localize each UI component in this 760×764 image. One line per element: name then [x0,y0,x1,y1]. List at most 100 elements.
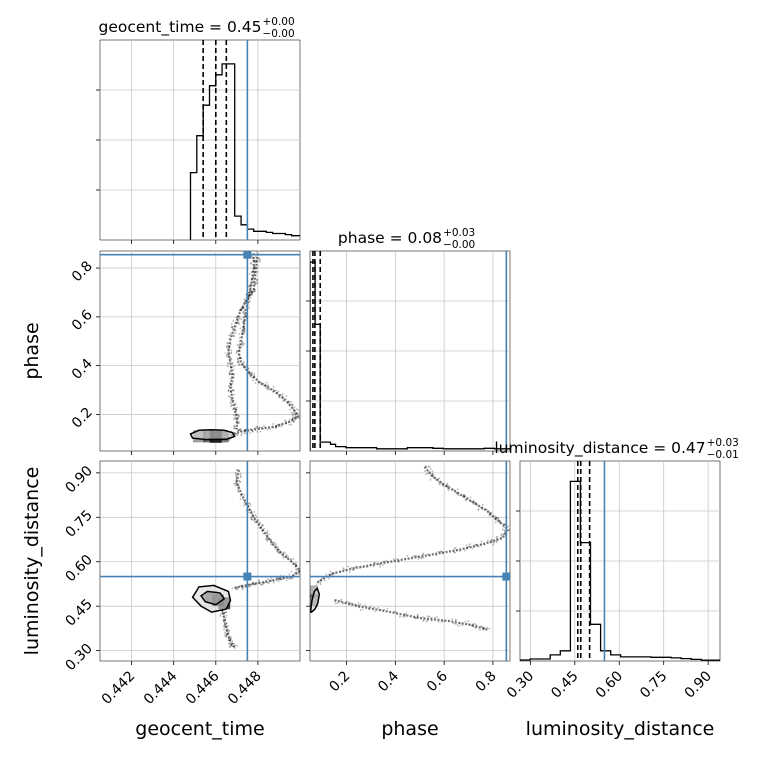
sample-point-phase-vs-luminosity-distance-0-4-11 [477,509,480,511]
sample-point-geocent-time-vs-phase-0-11-1 [266,381,268,384]
sample-point-geocent-time-vs-luminosity-distance-0-1-3 [234,484,237,487]
sample-point-geocent-time-vs-phase-0-16-2 [284,419,286,422]
sample-point-geocent-time-vs-luminosity-distance-0-1-9 [238,480,241,483]
sample-point-geocent-time-vs-phase-1-5-11 [231,326,233,329]
sample-point-geocent-time-vs-phase-0-4-8 [249,300,251,302]
sample-point-geocent-time-vs-luminosity-distance-0-7-11 [277,550,279,553]
sample-point-geocent-time-vs-luminosity-distance-0-13-6 [250,583,252,586]
sample-point-geocent-time-vs-phase-0-14-13 [290,411,293,414]
sample-point-geocent-time-vs-phase-0-17-9 [263,425,265,428]
sample-point-geocent-time-vs-phase-0-7-3 [236,349,239,352]
sample-point-geocent-time-vs-luminosity-distance-1-0-5 [225,611,227,614]
sample-point-geocent-time-vs-luminosity-distance-0-4-5 [257,519,260,521]
sample-point-geocent-time-vs-phase-0-1-6 [252,279,255,282]
sample-point-phase-vs-luminosity-distance-1-1-13 [361,608,364,611]
sample-point-phase-vs-luminosity-distance-0-2-1 [447,489,450,492]
sample-point-geocent-time-vs-phase-0-4-2 [242,312,245,315]
sample-point-geocent-time-vs-phase-1-9-0 [228,385,230,387]
sample-point-geocent-time-vs-phase-1-6-2 [224,352,227,354]
sample-point-geocent-time-vs-phase-0-2-13 [250,289,252,292]
sample-point-geocent-time-vs-luminosity-distance-0-0-6 [235,468,238,471]
sample-point-phase-vs-luminosity-distance-1-3-6 [427,615,429,618]
sample-point-geocent-time-vs-phase-0-0-1 [251,255,254,258]
sample-point-geocent-time-vs-luminosity-distance-0-7-7 [276,550,278,553]
sample-point-geocent-time-vs-luminosity-distance-0-13-9 [247,585,250,588]
sample-point-geocent-time-vs-phase-0-13-4 [289,408,291,411]
sample-point-phase-vs-luminosity-distance-1-3-3 [425,620,428,623]
sample-point-geocent-time-vs-phase-0-7-4 [235,350,238,353]
sample-point-geocent-time-vs-phase-0-14-10 [298,417,300,420]
sample-point-geocent-time-vs-luminosity-distance-1-3-3 [224,632,227,635]
sample-point-phase-vs-luminosity-distance-1-1-8 [369,605,372,608]
sample-point-geocent-time-vs-luminosity-distance-0-5-9 [263,527,266,530]
sample-point-geocent-time-vs-luminosity-distance-0-1-12 [237,491,240,493]
sample-point-geocent-time-vs-phase-1-6-3 [226,342,229,345]
sample-point-geocent-time-vs-luminosity-distance-0-3-11 [249,516,252,519]
ytick-label-luminosity-distance-2: 0.60 [63,552,96,585]
sample-point-geocent-time-vs-luminosity-distance-0-2-8 [243,493,246,496]
sample-point-geocent-time-vs-phase-1-6-9 [225,345,228,347]
sample-point-geocent-time-vs-phase-0-12-5 [281,393,284,396]
sample-point-geocent-time-vs-luminosity-distance-0-9-11 [299,567,300,569]
sample-point-geocent-time-vs-luminosity-distance-0-5-11 [266,531,269,534]
sample-point-geocent-time-vs-phase-0-14-8 [292,412,294,414]
sample-point-geocent-time-vs-luminosity-distance-0-2-11 [242,498,245,501]
sample-point-geocent-time-vs-phase-1-4-13 [232,320,235,322]
sample-point-geocent-time-vs-luminosity-distance-0-8-11 [287,555,289,558]
sample-point-phase-vs-luminosity-distance-1-3-13 [422,616,424,618]
sample-point-geocent-time-vs-luminosity-distance-0-6-9 [266,539,269,541]
sample-point-geocent-time-vs-luminosity-distance-0-14-1 [241,587,244,590]
sample-point-phase-vs-luminosity-distance-0-3-4 [469,496,472,499]
sample-point-phase-vs-luminosity-distance-0-9-8 [474,543,477,546]
sample-point-geocent-time-vs-phase-0-16-8 [274,427,277,429]
sample-point-phase-vs-luminosity-distance-1-2-5 [399,615,401,618]
sample-point-geocent-time-vs-phase-0-16-1 [280,425,283,428]
hist-title-sup-phase: +0.03 [443,227,475,239]
sample-point-geocent-time-vs-phase-0-8-1 [238,363,241,365]
sample-point-phase-vs-luminosity-distance-1-3-2 [426,619,429,622]
sample-point-geocent-time-vs-phase-0-14-0 [298,415,300,417]
sample-point-phase-vs-luminosity-distance-0-13-1 [342,567,345,570]
sample-point-geocent-time-vs-luminosity-distance-0-5-10 [262,524,264,526]
sample-point-phase-vs-luminosity-distance-0-8-11 [496,535,498,538]
sample-point-phase-vs-luminosity-distance-0-3-5 [457,494,460,497]
sample-point-phase-vs-luminosity-distance-1-0-12 [334,602,337,605]
sample-point-geocent-time-vs-luminosity-distance-0-1-2 [235,478,238,481]
sample-point-geocent-time-vs-phase-1-13-11 [238,429,241,431]
sample-point-phase-vs-luminosity-distance-0-9-11 [464,549,466,552]
truth-marker-geocent-time-vs-phase [243,251,252,259]
sample-point-phase-vs-luminosity-distance-1-0-6 [345,600,348,603]
sample-point-geocent-time-vs-luminosity-distance-0-6-13 [266,539,269,542]
sample-point-geocent-time-vs-luminosity-distance-0-0-9 [235,472,237,475]
sample-point-geocent-time-vs-phase-0-1-3 [250,271,253,274]
sample-point-geocent-time-vs-phase-1-7-6 [230,357,232,360]
sample-point-geocent-time-vs-luminosity-distance-0-5-3 [266,530,269,532]
sample-point-phase-vs-luminosity-distance-1-1-9 [377,607,380,609]
sample-point-geocent-time-vs-phase-1-8-8 [227,362,229,364]
sample-point-geocent-time-vs-luminosity-distance-0-4-0 [259,522,261,524]
hist-title-phase: phase = 0.08 [338,229,442,247]
sample-point-phase-vs-luminosity-distance-1-3-8 [434,616,437,619]
sample-point-geocent-time-vs-phase-1-12-5 [231,408,234,411]
sample-point-geocent-time-vs-phase-1-12-2 [237,414,239,417]
sample-point-geocent-time-vs-phase-0-5-5 [243,324,245,327]
sample-point-geocent-time-vs-luminosity-distance-0-14-7 [236,588,239,591]
sample-point-geocent-time-vs-phase-0-6-1 [243,343,245,345]
sample-point-geocent-time-vs-phase-1-13-5 [237,429,240,432]
sample-point-phase-vs-luminosity-distance-0-10-2 [422,556,425,559]
sample-point-phase-vs-luminosity-distance-0-14-9 [328,577,330,580]
sample-point-phase-vs-luminosity-distance-1-5-3 [472,622,475,625]
sample-point-phase-vs-luminosity-distance-1-1-12 [373,610,376,613]
sample-point-geocent-time-vs-phase-1-1-8 [251,278,253,281]
sample-point-geocent-time-vs-phase-0-11-10 [268,388,271,391]
sample-point-geocent-time-vs-luminosity-distance-1-4-10 [229,644,232,647]
sample-point-geocent-time-vs-luminosity-distance-1-2-5 [228,629,231,632]
sample-point-geocent-time-vs-phase-0-7-13 [242,344,245,346]
hist-title-luminosity-distance: luminosity_distance = 0.47 [494,439,705,458]
sample-point-geocent-time-vs-luminosity-distance-0-9-9 [295,569,298,572]
sample-point-phase-vs-luminosity-distance-0-0-5 [427,472,429,474]
xtick-label-geocent-time-1: 0.444 [141,668,181,708]
sample-point-geocent-time-vs-phase-0-15-6 [294,414,297,417]
sample-point-geocent-time-vs-phase-1-5-13 [230,323,233,326]
sample-point-geocent-time-vs-phase-0-13-8 [291,403,294,406]
